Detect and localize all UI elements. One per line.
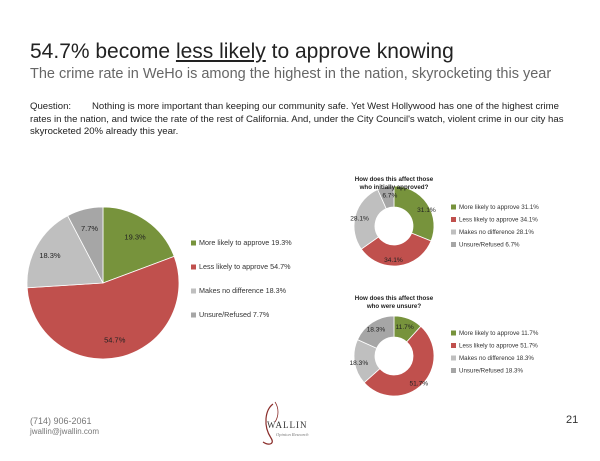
legend-swatch-2-2 — [451, 217, 456, 222]
slice-label-3-2: 51.7% — [409, 380, 428, 387]
logo-wordmark: WALLIN — [267, 420, 308, 430]
chart-title-2-line-2: who initially approved? — [359, 184, 429, 191]
legend-label-3-4: Unsure/Refused 18.3% — [459, 368, 523, 375]
slice-label-1-4: 7.7% — [81, 224, 98, 233]
legend-label-3-3: Makes no difference 18.3% — [459, 355, 534, 362]
legend-swatch-1-1 — [191, 240, 196, 246]
pie-slice-2-4 — [377, 185, 395, 210]
question-block: Question: Nothing is more important than … — [30, 101, 575, 139]
pie-chart-2: 31.1% 34.1% 28.1% 6.7% How does this affect … — [350, 176, 539, 267]
footer-email: jwallin@jwallin.com — [30, 427, 100, 436]
page-subtitle: The crime rate in WeHo is among the high… — [30, 66, 552, 82]
pie-slice-3-4 — [356, 315, 395, 349]
chart-title-2-line-1: How does this affect those — [355, 176, 434, 183]
slice-label-3-1: 11.7% — [395, 324, 413, 331]
chart-title-3-line-1: How does this affect those — [355, 295, 434, 302]
pie-slice-1-1 — [102, 206, 175, 284]
pie-slice-2-2 — [360, 232, 432, 267]
title-prefix: 54.7% become — [30, 40, 176, 63]
legend-label-3-2: Less likely to approve 51.7% — [459, 343, 538, 350]
title-emphasis: less likely — [175, 40, 266, 63]
title-suffix: to approve knowing — [265, 40, 454, 63]
legend-swatch-3-1 — [451, 330, 456, 336]
legend-label-2-1: More likely to approve 31.1% — [459, 204, 539, 211]
pie-slice-1-2 — [26, 255, 180, 360]
legend-swatch-2-4 — [451, 242, 456, 247]
legend-label-1-2: Less likely to approve 54.7% — [199, 262, 291, 271]
pie-slice-3-2 — [363, 325, 435, 397]
legend-swatch-2-1 — [451, 204, 456, 210]
page-title: 54.7% become less likely to approve know… — [30, 40, 454, 64]
pie-slice-1-3 — [26, 215, 104, 289]
legend-swatch-3-4 — [451, 368, 456, 373]
legend-label-3-1: More likely to approve 11.7% — [459, 330, 539, 337]
slice-label-1-1: 19.3% — [124, 232, 146, 241]
pie-chart-1: 19.3% 54.7% 18.3% 7.7% More likely to approv… — [26, 206, 292, 360]
slice-label-1-3: 18.3% — [39, 251, 61, 260]
page-number: 21 — [566, 414, 579, 426]
legend-swatch-3-2 — [451, 343, 456, 348]
chart-title-3-line-2: who were unsure? — [366, 303, 422, 310]
legend-swatch-1-2 — [191, 264, 196, 270]
legend-label-1-3: Makes no difference 18.3% — [199, 286, 287, 295]
question-label: Question: — [30, 101, 72, 112]
legend-swatch-3-3 — [451, 355, 456, 361]
slice-label-2-2: 34.1% — [384, 257, 403, 264]
legend-swatch-1-3 — [191, 288, 196, 294]
legend-label-1-4: Unsure/Refused 7.7% — [199, 310, 270, 319]
legend-label-2-3: Makes no difference 28.1% — [459, 229, 534, 236]
legend-label-1-1: More likely to approve 19.3% — [199, 238, 292, 247]
legend-label-2-2: Less likely to approve 34.1% — [459, 217, 538, 224]
question-text: Nothing is more important than keeping o… — [30, 101, 564, 137]
legend-swatch-1-4 — [191, 312, 196, 318]
footer-phone: (714) 906-2061 — [30, 416, 92, 426]
slice-label-1-2: 54.7% — [104, 335, 126, 344]
pie-slice-1-4 — [67, 206, 104, 284]
slice-label-3-4: 18.3% — [367, 327, 386, 334]
slice-label-2-1: 31.1% — [417, 207, 436, 214]
pie-chart-3: 11.7% 51.7% 18.3% 18.3% How does this affect… — [349, 295, 539, 397]
logo-swoosh-icon — [262, 401, 279, 445]
slice-label-3-3: 18.3% — [349, 360, 368, 367]
logo-subtext: Opinion Research — [276, 432, 309, 437]
slice-label-2-3: 28.1% — [350, 216, 369, 223]
legend-swatch-2-3 — [451, 229, 456, 235]
legend-label-2-4: Unsure/Refused 6.7% — [459, 242, 520, 249]
slice-label-2-4: 6.7% — [382, 193, 397, 200]
